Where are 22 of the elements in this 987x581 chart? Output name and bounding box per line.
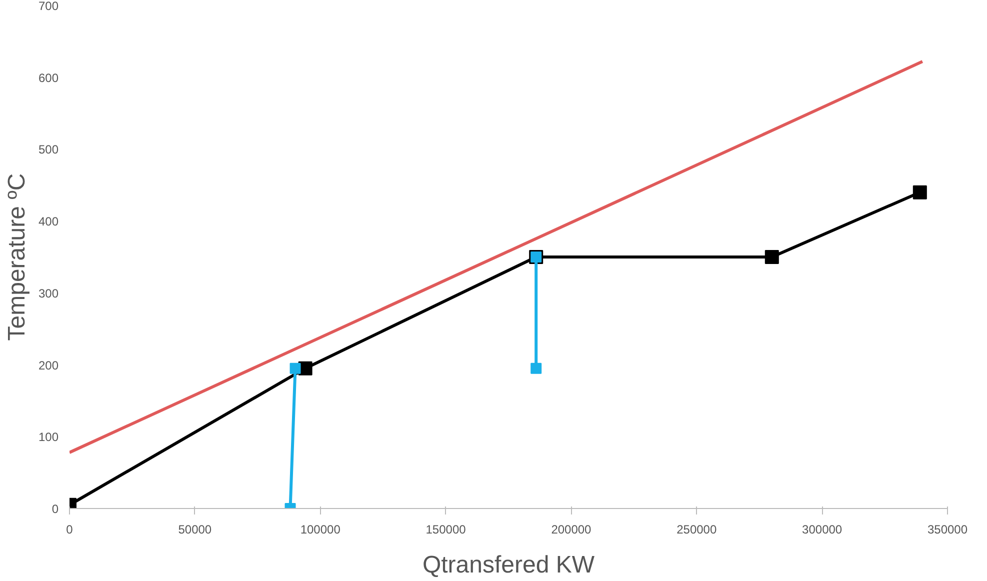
x-axis-title: Qtransfered KW xyxy=(422,552,595,578)
y-tick-label: 700 xyxy=(38,0,59,13)
x-tick-label: 150000 xyxy=(426,522,466,536)
x-tick-label: 0 xyxy=(66,522,74,536)
point xyxy=(530,362,542,374)
point xyxy=(290,362,301,374)
y-tick-label: 0 xyxy=(52,502,59,516)
y-tick-label: 100 xyxy=(38,430,59,444)
x-tick-label: 250000 xyxy=(676,522,717,536)
x-tick-label: 100000 xyxy=(300,522,341,536)
y-tick-label: 200 xyxy=(38,358,59,372)
x-tick-label: 300000 xyxy=(802,522,842,536)
y-axis-title: Temperature ºC xyxy=(3,173,30,341)
x-tick-label: 200000 xyxy=(551,522,592,536)
x-tick-label: 350000 xyxy=(927,522,968,536)
x-tick-label: 50000 xyxy=(178,522,212,536)
point xyxy=(764,250,779,264)
point xyxy=(912,185,927,200)
y-tick-label: 300 xyxy=(38,286,59,300)
y-tick-label: 400 xyxy=(38,214,59,229)
y-tick-label: 600 xyxy=(38,70,59,85)
y-tick-label: 500 xyxy=(38,142,59,157)
